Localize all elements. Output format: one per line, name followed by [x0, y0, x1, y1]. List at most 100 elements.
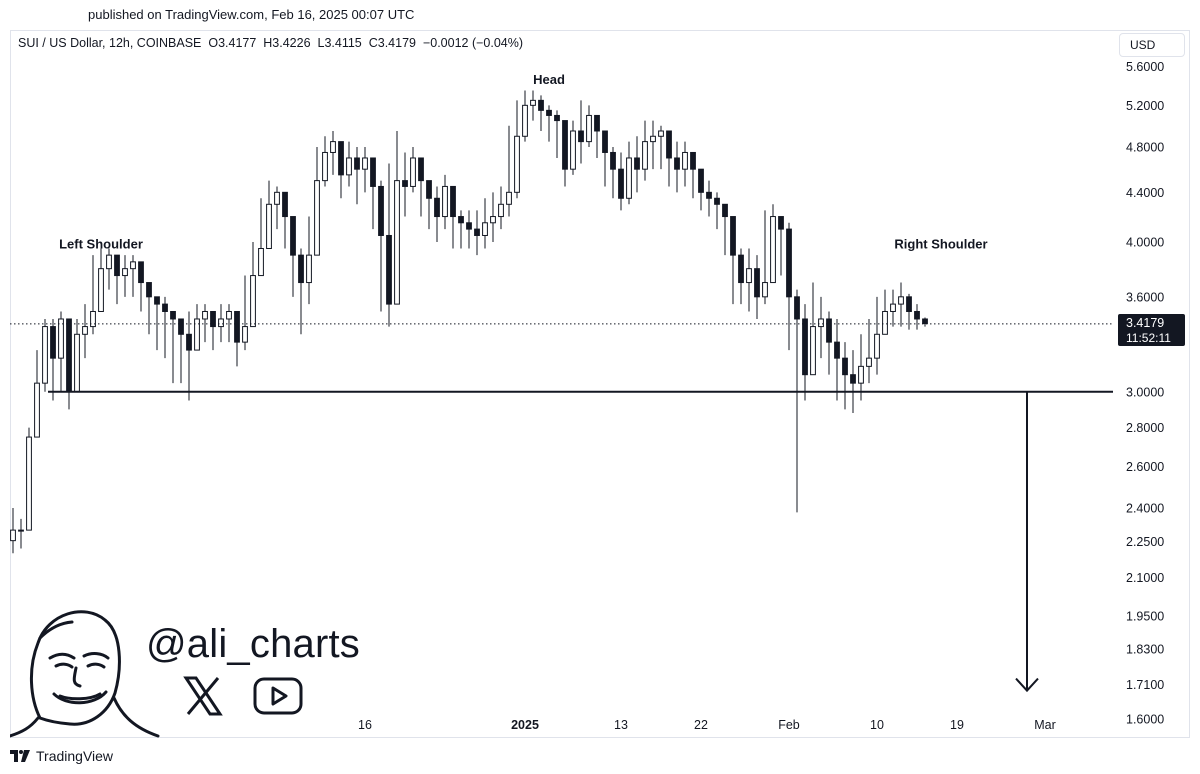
candle-body-up [98, 268, 104, 312]
price-tick-label: 1.6000 [1126, 713, 1164, 727]
candle-body-down [162, 303, 168, 312]
candle-body-up [530, 99, 536, 106]
candle [874, 296, 880, 375]
candle [130, 255, 136, 297]
candle [234, 310, 240, 367]
candle-body-up [18, 529, 24, 532]
candle-body-down [370, 157, 376, 187]
candle [26, 427, 32, 531]
time-tick-label: 19 [950, 718, 964, 732]
candle [634, 136, 640, 193]
candle-body-down [450, 185, 456, 218]
candle-body-up [106, 254, 112, 270]
candle-body-up [522, 104, 528, 137]
candle-body-down [290, 216, 296, 256]
candle [434, 186, 440, 242]
candle-body-up [866, 357, 872, 367]
candle-body-up [394, 180, 400, 305]
candle-body-down [210, 310, 216, 328]
candle [74, 318, 80, 393]
candle-body-down [114, 254, 120, 277]
candle-body-down [850, 374, 856, 384]
candle-body-down [826, 318, 832, 343]
candle-body-down [634, 157, 640, 170]
candle [730, 216, 736, 305]
candle [50, 318, 56, 401]
candle-body-up [266, 203, 272, 250]
candle [578, 100, 584, 164]
candle [682, 141, 688, 187]
tradingview-logo[interactable]: TradingView [10, 748, 113, 764]
published-info: published on TradingView.com, Feb 16, 20… [88, 7, 415, 22]
candle [122, 255, 128, 297]
candle-body-up [818, 318, 824, 328]
time-tick-label: 22 [694, 718, 708, 732]
candle [242, 275, 248, 351]
candle [618, 152, 624, 211]
candle-body-up [130, 261, 136, 270]
candle [114, 254, 120, 305]
candle [658, 125, 664, 170]
candle-body-up [658, 130, 664, 137]
candle-body-up [626, 157, 632, 199]
ohlc-open: O3.4177 [208, 36, 257, 50]
x-logo-icon[interactable] [182, 675, 224, 717]
candle-body-up [58, 318, 64, 359]
candle-body-up [34, 382, 40, 438]
candle [186, 311, 192, 401]
ohlc-low: L3.4115 [317, 36, 362, 50]
target-arrow-head [1015, 677, 1039, 693]
ohlc-high: H3.4226 [263, 36, 311, 50]
candle [106, 248, 112, 290]
candle [42, 318, 48, 392]
candle [202, 304, 208, 343]
candle [178, 318, 184, 384]
candle [586, 105, 592, 148]
candle-body-up [90, 310, 96, 328]
candle [530, 90, 536, 121]
candle [34, 350, 40, 438]
candle [562, 120, 568, 187]
candle [98, 248, 104, 312]
candle-body-up [890, 303, 896, 312]
candle [538, 95, 544, 131]
candle-body-down [594, 114, 600, 132]
candle [770, 204, 776, 284]
last-price-tag: 3.4179 11:52:11 [1118, 314, 1185, 346]
candle [162, 296, 168, 359]
ohlc-change: −0.0012 (−0.04%) [422, 36, 524, 50]
candle-body-down [562, 120, 568, 170]
time-tick-label: 10 [870, 718, 884, 732]
candle [666, 130, 672, 187]
candle [514, 100, 520, 199]
candle-body-down [554, 114, 560, 122]
candle [154, 296, 160, 351]
candle-body-down [538, 99, 544, 111]
candle-body-down [186, 333, 192, 351]
candle [258, 198, 264, 277]
time-tick-label: Mar [1034, 718, 1056, 732]
youtube-icon[interactable] [253, 677, 303, 715]
candle [466, 210, 472, 249]
candle-body-up [202, 310, 208, 320]
pattern-annotation: Right Shoulder [894, 237, 987, 252]
candle-body-down [50, 326, 56, 359]
candle [442, 174, 448, 230]
candle-body-up [570, 130, 576, 170]
candle-body-down [386, 234, 392, 305]
candle-body-up [586, 114, 592, 143]
candle [354, 147, 360, 205]
last-price: 3.4179 [1126, 316, 1165, 330]
currency-button[interactable]: USD [1119, 33, 1185, 57]
candle-body-up [322, 151, 328, 182]
candle-body-down [906, 296, 912, 312]
candle [10, 507, 16, 554]
symbol-title[interactable]: SUI / US Dollar, 12h, COINBASE [18, 36, 202, 50]
price-axis: 5.6000 5.2000 4.8000 4.4000 4.0000 3.6000 3.00… [1126, 60, 1164, 726]
candle [458, 210, 464, 249]
candle-body-up [330, 141, 336, 153]
candle-body-down [418, 157, 424, 182]
candle [898, 282, 904, 327]
candle [602, 130, 608, 187]
